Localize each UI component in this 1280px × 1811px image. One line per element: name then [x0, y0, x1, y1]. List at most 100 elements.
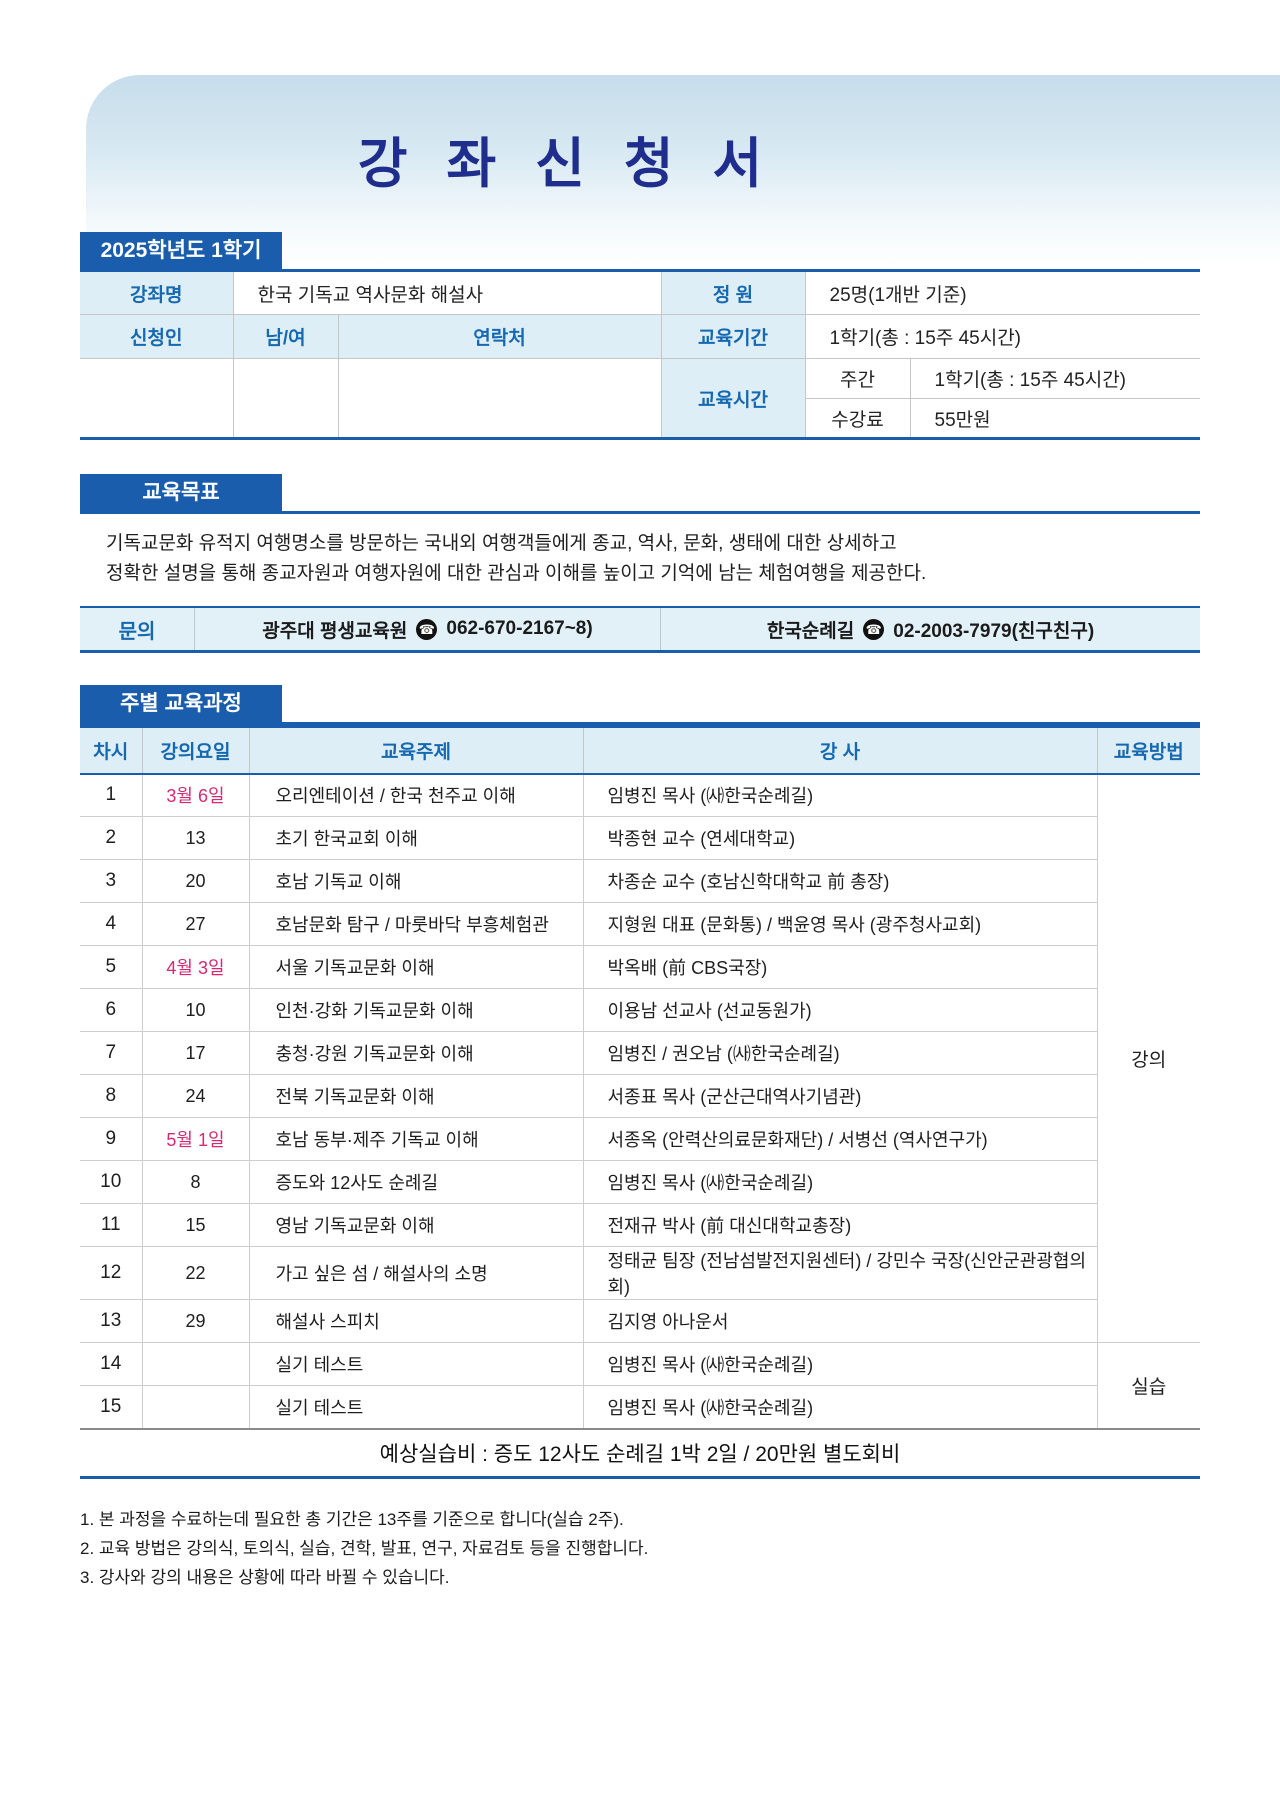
instructor: 임병진 목사 (㈔한국순례길): [582, 1160, 1097, 1204]
session-number: 8: [80, 1074, 143, 1118]
form-content: 2025학년도 1학기 강좌명 한국 기독교 역사문화 해설사 정 원 25명(…: [80, 232, 1201, 1592]
topic: 호남 기독교 이해: [248, 859, 584, 903]
instructor: 박옥배 (前 CBS국장): [582, 945, 1097, 989]
session-row: 10 8 증도와 12사도 순례길 임병진 목사 (㈔한국순례길): [80, 1160, 1200, 1204]
fee-value: 55만원: [909, 398, 1201, 439]
capacity-value: 25명(1개반 기준): [804, 270, 1201, 315]
col-instructor: 강 사: [582, 725, 1098, 775]
session-row: 11 15 영남 기독교문화 이해 전재규 박사 (前 대신대학교총장): [80, 1203, 1200, 1247]
session-number: 1: [80, 773, 143, 817]
session-number: 10: [80, 1160, 143, 1204]
col-day: 강의요일: [141, 725, 250, 775]
instructor: 김지영 아나운서: [582, 1299, 1097, 1343]
curriculum-table: 차시 강의요일 교육주제 강 사 교육방법 1 3월 6일 오리엔테이션 / 한…: [80, 725, 1200, 1479]
practice-cost-row: 예상실습비 : 증도 12사도 순례길 1박 2일 / 20만원 별도회비: [80, 1427, 1200, 1478]
instructor: 서종옥 (안력산의료문화재단) / 서병선 (역사연구가): [582, 1117, 1097, 1161]
instructor: 임병진 목사 (㈔한국순례길): [582, 1385, 1097, 1429]
instructor: 이용남 선교사 (선교동원가): [582, 988, 1097, 1032]
session-number: 4: [80, 902, 143, 946]
topic: 전북 기독교문화 이해: [248, 1074, 584, 1118]
lecture-date: 15: [141, 1203, 250, 1247]
topic: 실기 테스트: [248, 1342, 584, 1386]
instructor: 지형원 대표 (문화통) / 백윤영 목사 (광주청사교회): [582, 902, 1097, 946]
course-name-label: 강좌명: [80, 270, 234, 315]
instructor: 박종현 교수 (연세대학교): [582, 816, 1097, 860]
gender-blank-cell: [232, 358, 339, 439]
semester-badge: 2025학년도 1학기: [80, 232, 282, 269]
topic: 실기 테스트: [248, 1385, 584, 1429]
col-topic: 교육주제: [248, 725, 584, 775]
lecture-date: 13: [141, 816, 250, 860]
instructor: 정태균 팀장 (전남섬발전지원센터) / 강민수 국장(신안군관광협의회): [582, 1246, 1097, 1300]
inquiry-contact-1: 광주대 평생교육원 ☎ 062-670-2167~8): [195, 608, 661, 650]
instructor: 임병진 목사 (㈔한국순례길): [582, 1342, 1098, 1386]
session-number: 13: [80, 1299, 143, 1343]
title-banner: 강 좌 신 청 서: [86, 75, 1280, 265]
page-title: 강 좌 신 청 서: [357, 134, 775, 194]
practice-cost-note: 예상실습비 : 증도 12사도 순례길 1박 2일 / 20만원 별도회비: [80, 1427, 1200, 1478]
contact-blank-cell: [337, 358, 662, 439]
time-label: 교육시간: [660, 358, 806, 439]
method-lecture: 강의: [1096, 773, 1200, 1343]
phone-icon: ☎: [416, 618, 438, 640]
curriculum-badge: 주별 교육과정: [80, 685, 282, 722]
lecture-date: 27: [141, 902, 250, 946]
topic: 오리엔테이션 / 한국 천주교 이해: [248, 773, 584, 817]
note-2: 2. 교육 방법은 강의식, 토의식, 실습, 견학, 발표, 연구, 자료검토…: [80, 1539, 649, 1558]
session-row: 4 27 호남문화 탐구 / 마룻바닥 부흥체험관 지형원 대표 (문화통) /…: [80, 902, 1200, 946]
inquiry-contact-2: 한국순례길 ☎ 02-2003-7979(친구친구): [661, 608, 1200, 650]
instructor: 임병진 / 권오남 (㈔한국순례길): [582, 1031, 1097, 1075]
session-number: 3: [80, 859, 143, 903]
session-row: 13 29 해설사 스피치 김지영 아나운서: [80, 1299, 1200, 1343]
lecture-date: 29: [141, 1299, 250, 1343]
goal-section-header: 교육목표: [80, 474, 1200, 514]
daytime-value: 1학기(총 : 15주 45시간): [909, 358, 1201, 399]
curriculum-section-header: 주별 교육과정: [80, 685, 1200, 725]
session-row: 9 5월 1일 호남 동부·제주 기독교 이해 서종옥 (안력산의료문화재단) …: [80, 1117, 1200, 1161]
lecture-date: 24: [141, 1074, 250, 1118]
instructor: 임병진 목사 (㈔한국순례길): [582, 773, 1098, 817]
session-number: 11: [80, 1203, 143, 1247]
applicant-blank-cell: [80, 358, 234, 439]
lecture-date: 8: [141, 1160, 250, 1204]
period-value: 1학기(총 : 15주 45시간): [804, 314, 1201, 359]
method-practice: 실습: [1096, 1342, 1200, 1429]
lecture-date: 17: [141, 1031, 250, 1075]
fee-label: 수강료: [805, 398, 911, 439]
col-session: 차시: [80, 725, 143, 775]
gender-label: 남/여: [232, 314, 339, 359]
lecture-date: 3월 6일: [141, 773, 250, 817]
lecture-date: 22: [141, 1246, 250, 1300]
topic: 가고 싶은 섬 / 해설사의 소명: [248, 1246, 584, 1300]
contact2-phone: 02-2003-7979(친구친구): [893, 620, 1095, 642]
topic: 해설사 스피치: [248, 1299, 584, 1343]
curriculum-header-row: 차시 강의요일 교육주제 강 사 교육방법: [80, 725, 1200, 775]
period-label: 교육기간: [660, 314, 806, 359]
lecture-date: 5월 1일: [141, 1117, 250, 1161]
topic: 호남문화 탐구 / 마룻바닥 부흥체험관: [248, 902, 584, 946]
note-3: 3. 강사와 강의 내용은 상황에 따라 바뀔 수 있습니다.: [80, 1568, 450, 1587]
course-info-table: 강좌명 한국 기독교 역사문화 해설사 정 원 25명(1개반 기준) 신청인 …: [80, 269, 1201, 440]
applicant-label: 신청인: [80, 314, 234, 359]
course-name-value: 한국 기독교 역사문화 해설사: [232, 270, 662, 315]
col-method: 교육방법: [1096, 725, 1200, 775]
session-row: 12 22 가고 싶은 섬 / 해설사의 소명 정태균 팀장 (전남섬발전지원센…: [80, 1246, 1200, 1300]
goal-line-1: 기독교문화 유적지 여행명소를 방문하는 국내외 여행객들에게 종교, 역사, …: [106, 533, 897, 554]
inquiry-strip: 문의 광주대 평생교육원 ☎ 062-670-2167~8) 한국순례길 ☎ 0…: [80, 606, 1200, 653]
session-row: 1 3월 6일 오리엔테이션 / 한국 천주교 이해 임병진 목사 (㈔한국순례…: [80, 773, 1200, 1343]
topic: 충청·강원 기독교문화 이해: [248, 1031, 584, 1075]
session-number: 6: [80, 988, 143, 1032]
lecture-date: 10: [141, 988, 250, 1032]
contact2-name: 한국순례길: [766, 620, 855, 642]
daytime-label: 주간: [804, 358, 911, 399]
contact1-phone: 062-670-2167~8): [446, 618, 593, 639]
footer-notes: 1. 본 과정을 수료하는데 필요한 총 기간은 13주를 기준으로 합니다(실…: [80, 1505, 1200, 1592]
session-number: 12: [80, 1246, 143, 1300]
contact1-name: 광주대 평생교육원: [262, 620, 408, 642]
session-row: 2 13 초기 한국교회 이해 박종현 교수 (연세대학교): [80, 816, 1200, 860]
lecture-date: 20: [141, 859, 250, 903]
topic: 초기 한국교회 이해: [248, 816, 584, 860]
session-row: 15 실기 테스트 임병진 목사 (㈔한국순례길): [80, 1385, 1200, 1429]
goal-text: 기독교문화 유적지 여행명소를 방문하는 국내외 여행객들에게 종교, 역사, …: [80, 514, 1200, 606]
